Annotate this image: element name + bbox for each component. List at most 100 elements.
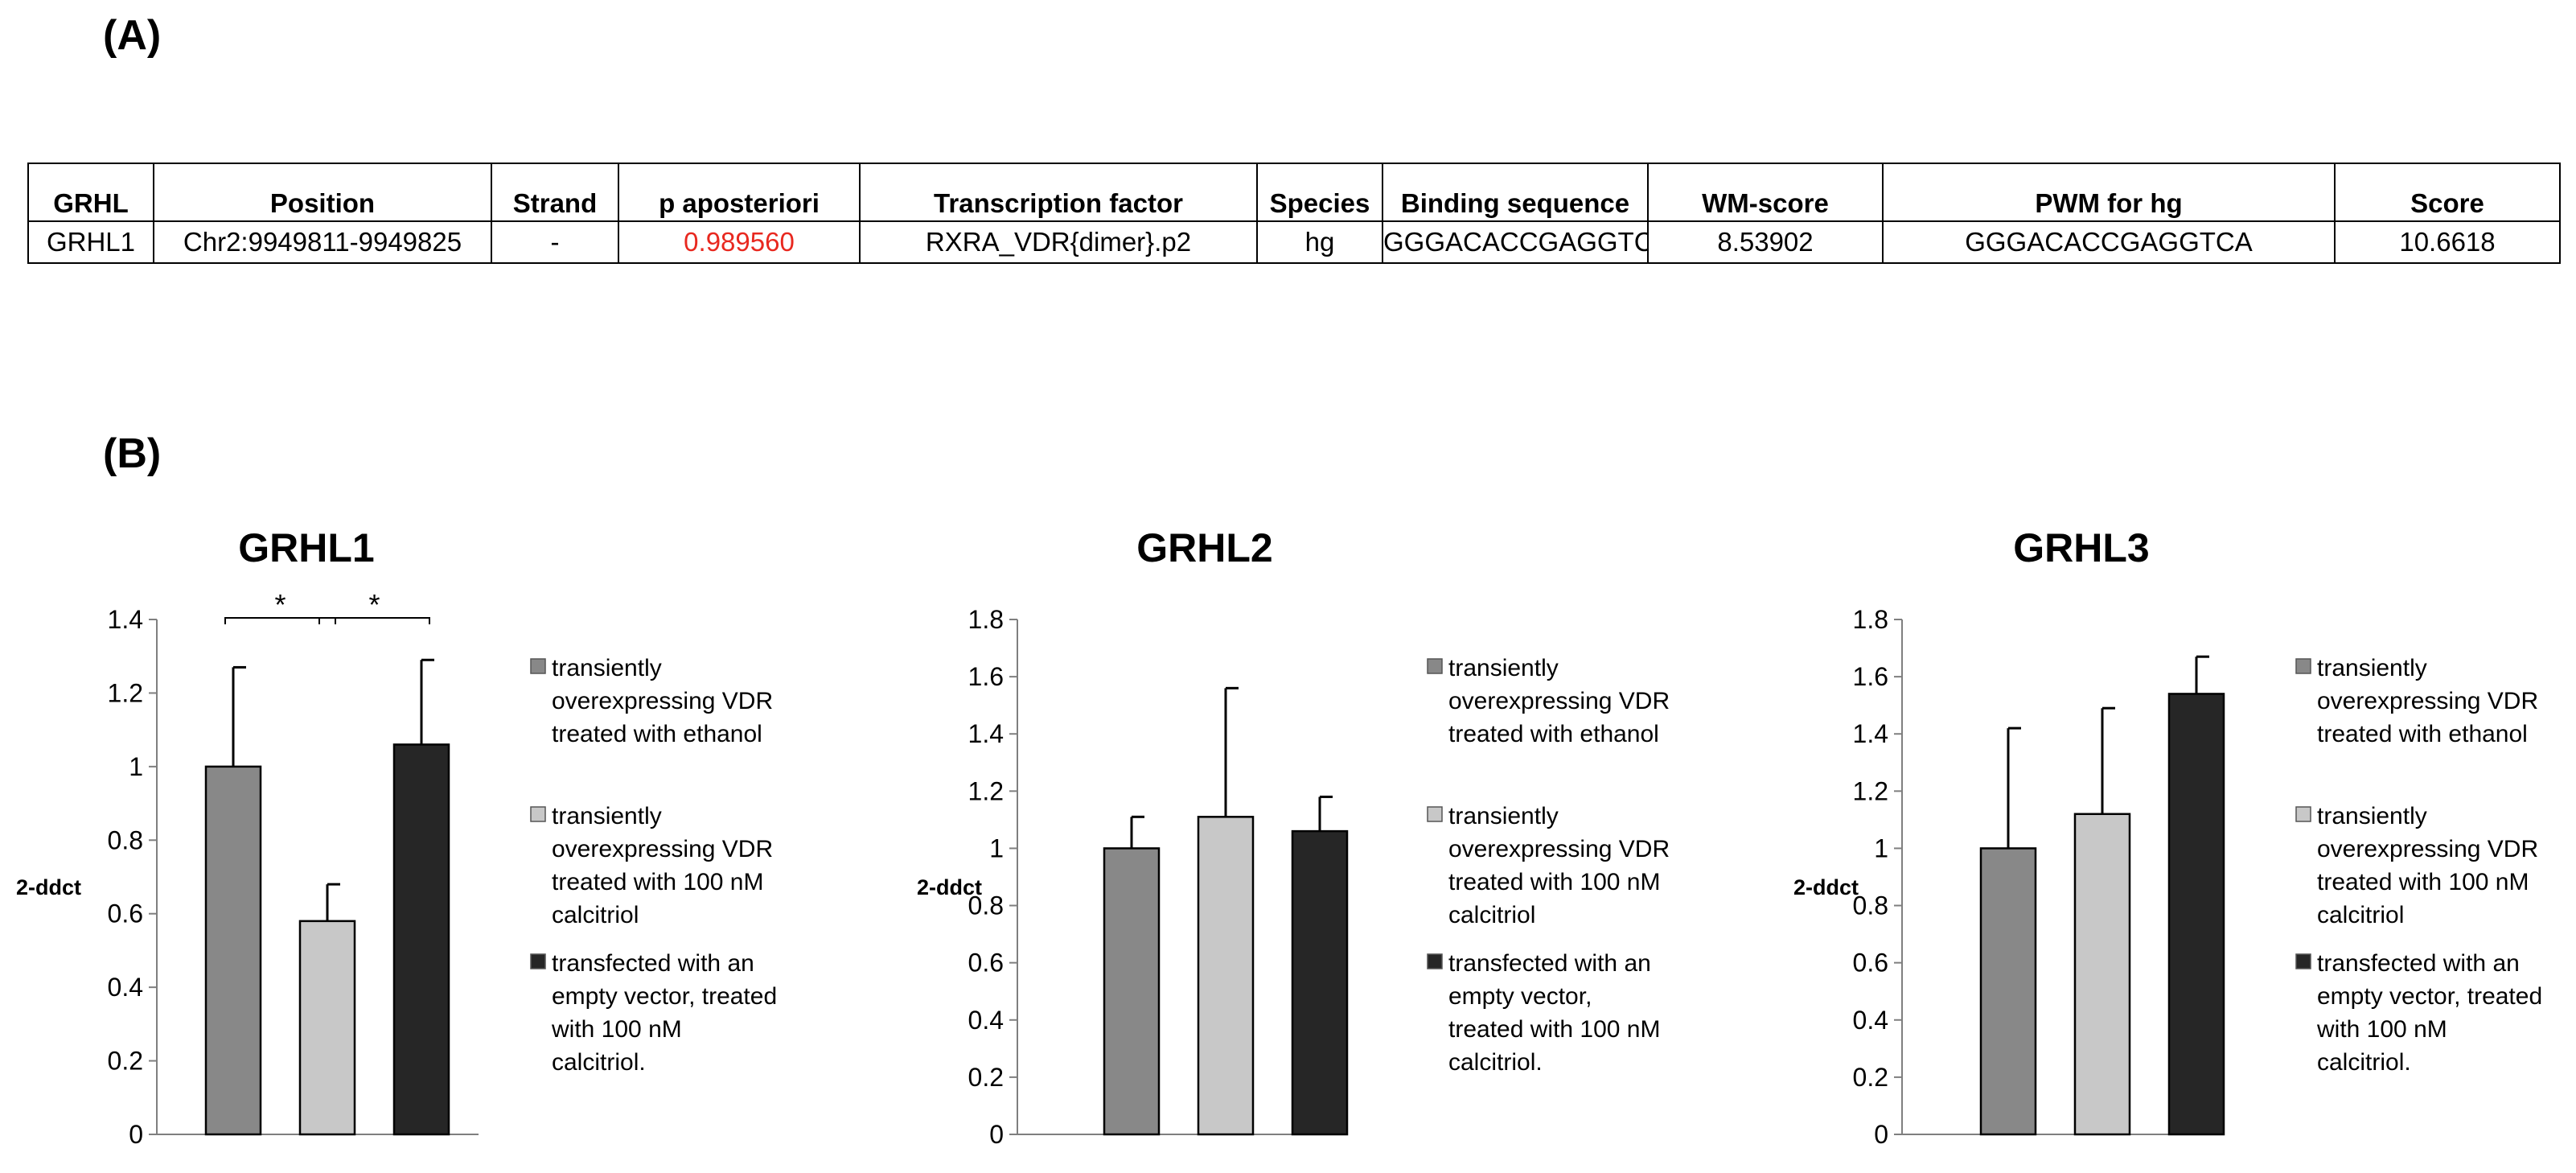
header-transcription-factor: Transcription factor bbox=[859, 163, 1258, 222]
y-tick-label-grhl2: 1 bbox=[989, 833, 1004, 862]
legend-text-grhl2-1: treated with ethanol bbox=[1448, 721, 1659, 747]
header-grhl: GRHL bbox=[27, 163, 154, 222]
y-tick-label-grhl2: 0.2 bbox=[968, 1063, 1004, 1092]
legend-text-grhl1-3: empty vector, treated bbox=[552, 983, 777, 1010]
legend-text-grhl2-2: treated with 100 nM bbox=[1448, 869, 1660, 895]
table-header-row: GRHL Position Strand p aposteriori Trans… bbox=[27, 163, 2561, 222]
y-tick-label-grhl1: 1.4 bbox=[108, 605, 143, 634]
legend-swatch-grhl1-1 bbox=[530, 658, 546, 674]
legend-text-grhl1-2: transiently bbox=[552, 803, 662, 829]
legend-text-grhl2-3: calcitriol. bbox=[1448, 1049, 1543, 1076]
y-tick-label-grhl2: 1.6 bbox=[968, 662, 1004, 691]
legend-swatch-grhl3-1 bbox=[2295, 658, 2311, 674]
header-position: Position bbox=[153, 163, 492, 222]
chart-title-grhl1: GRHL1 bbox=[238, 525, 374, 570]
legend-swatch-grhl2-3 bbox=[1427, 953, 1443, 969]
chart-title-grhl2: GRHL2 bbox=[1136, 525, 1272, 570]
y-axis-label-grhl2: 2-ddct bbox=[917, 875, 982, 899]
y-axis-label-grhl1: 2-ddct bbox=[16, 875, 81, 899]
cell-position: Chr2:9949811-9949825 bbox=[153, 220, 492, 264]
y-tick-label-grhl1: 0.2 bbox=[108, 1047, 143, 1076]
y-tick-label-grhl3: 0.2 bbox=[1853, 1063, 1888, 1092]
cell-strand: - bbox=[491, 220, 619, 264]
bar-grhl3-2 bbox=[2073, 813, 2131, 1136]
legend-text-grhl2-2: transiently bbox=[1448, 803, 1559, 829]
cell-transcription-factor: RXRA_VDR{dimer}.p2 bbox=[859, 220, 1258, 264]
chart-title-grhl3: GRHL3 bbox=[2013, 525, 2149, 570]
cell-score: 10.6618 bbox=[2334, 220, 2561, 264]
bar-grhl1-2 bbox=[298, 920, 356, 1136]
y-tick-label-grhl1: 0.8 bbox=[108, 825, 143, 854]
y-tick-label-grhl3: 0.8 bbox=[1853, 891, 1888, 920]
cell-binding-sequence: GGGACACCGAGGTCG bbox=[1382, 220, 1649, 264]
bar-grhl3-1 bbox=[1979, 847, 2037, 1136]
bar-grhl3-3 bbox=[2167, 693, 2225, 1136]
bar-grhl1-1 bbox=[204, 765, 262, 1136]
legend-swatch-grhl1-3 bbox=[530, 953, 546, 969]
legend-text-grhl3-3: with 100 nM bbox=[2316, 1016, 2447, 1043]
legend-text-grhl1-1: treated with ethanol bbox=[552, 721, 762, 747]
y-tick-label-grhl3: 1.6 bbox=[1853, 662, 1888, 691]
legend-text-grhl2-1: overexpressing VDR bbox=[1448, 688, 1670, 714]
legend-text-grhl1-2: calcitriol bbox=[552, 902, 639, 928]
y-tick-label-grhl3: 1.8 bbox=[1853, 605, 1888, 634]
y-tick-label-grhl3: 0.6 bbox=[1853, 949, 1888, 977]
chart-svg-grhl3: GRHL3 2-ddct 0 0.2 0.4 0.6 0.8 1 1.2 1.4 1.6 1.8 tra… bbox=[1793, 525, 2542, 1149]
legend-text-grhl3-3: empty vector, treated bbox=[2317, 983, 2542, 1010]
legend-text-grhl2-3: transfected with an bbox=[1448, 950, 1651, 977]
y-tick-label-grhl2: 1.2 bbox=[968, 776, 1004, 805]
header-binding-sequence: Binding sequence bbox=[1382, 163, 1649, 222]
bar-grhl2-2 bbox=[1197, 816, 1255, 1136]
legend-text-grhl2-3: treated with 100 nM bbox=[1448, 1016, 1660, 1043]
panel-label-a: (A) bbox=[103, 12, 162, 59]
legend-text-grhl3-2: overexpressing VDR bbox=[2317, 836, 2538, 862]
header-strand: Strand bbox=[491, 163, 619, 222]
legend-text-grhl3-3: transfected with an bbox=[2317, 950, 2520, 977]
legend-text-grhl1-1: transiently bbox=[552, 655, 662, 681]
bar-grhl2-1 bbox=[1103, 847, 1161, 1136]
cell-p-aposteriori: 0.989560 bbox=[618, 220, 861, 264]
y-tick-label-grhl1: 0.4 bbox=[108, 973, 143, 1002]
binding-site-table-wrap: GRHL Position Strand p aposteriori Trans… bbox=[27, 163, 2561, 264]
cell-pwm-for-hg: GGGACACCGAGGTCA bbox=[1882, 220, 2336, 264]
legend-swatch-grhl3-2 bbox=[2295, 806, 2311, 822]
cell-grhl: GRHL1 bbox=[27, 220, 154, 264]
significance-label-grhl1: * bbox=[274, 588, 286, 621]
legend-text-grhl1-3: calcitriol. bbox=[552, 1049, 646, 1076]
legend-text-grhl2-2: overexpressing VDR bbox=[1448, 836, 1670, 862]
header-score: Score bbox=[2334, 163, 2561, 222]
legend-text-grhl1-3: transfected with an bbox=[552, 950, 754, 977]
significance-label-grhl1: * bbox=[368, 588, 380, 621]
legend-text-grhl1-1: overexpressing VDR bbox=[552, 688, 773, 714]
y-tick-label-grhl1: 1 bbox=[129, 752, 143, 781]
legend-swatch-grhl2-1 bbox=[1427, 658, 1443, 674]
y-tick-label-grhl2: 0 bbox=[989, 1120, 1004, 1149]
legend-text-grhl2-2: calcitriol bbox=[1448, 902, 1535, 928]
legend-text-grhl3-2: calcitriol bbox=[2317, 902, 2404, 928]
legend-text-grhl3-3: calcitriol. bbox=[2317, 1049, 2411, 1076]
legend-text-grhl3-2: transiently bbox=[2317, 803, 2427, 829]
y-tick-label-grhl3: 1.2 bbox=[1853, 776, 1888, 805]
table-row: GRHL1 Chr2:9949811-9949825 - 0.989560 RX… bbox=[27, 220, 2561, 264]
chart-svg-grhl1: GRHL1 2-ddct 0 0.2 0.4 0.6 0.8 1 1.2 1.4 * * transie… bbox=[16, 525, 777, 1149]
header-species: Species bbox=[1256, 163, 1383, 222]
cell-species: hg bbox=[1256, 220, 1383, 264]
header-p-aposteriori: p aposteriori bbox=[618, 163, 861, 222]
y-tick-label-grhl2: 1.4 bbox=[968, 719, 1004, 748]
legend-text-grhl2-3: empty vector, bbox=[1448, 983, 1592, 1010]
y-tick-label-grhl1: 1.2 bbox=[108, 678, 143, 707]
legend-text-grhl3-2: treated with 100 nM bbox=[2317, 869, 2529, 895]
significance-bracket-grhl1 bbox=[318, 617, 430, 624]
y-tick-label-grhl2: 0.8 bbox=[968, 891, 1004, 920]
legend-text-grhl1-2: overexpressing VDR bbox=[552, 836, 773, 862]
legend-text-grhl2-1: transiently bbox=[1448, 655, 1559, 681]
legend-swatch-grhl1-2 bbox=[530, 806, 546, 822]
legend-text-grhl1-2: treated with 100 nM bbox=[552, 869, 763, 895]
legend-text-grhl3-1: transiently bbox=[2317, 655, 2427, 681]
y-tick-label-grhl3: 1.4 bbox=[1853, 719, 1888, 748]
y-tick-label-grhl2: 1.8 bbox=[968, 605, 1004, 634]
y-tick-label-grhl2: 0.4 bbox=[968, 1006, 1004, 1035]
significance-bracket-grhl1 bbox=[224, 617, 336, 624]
bar-grhl2-3 bbox=[1291, 829, 1349, 1136]
y-tick-label-grhl2: 0.6 bbox=[968, 949, 1004, 977]
